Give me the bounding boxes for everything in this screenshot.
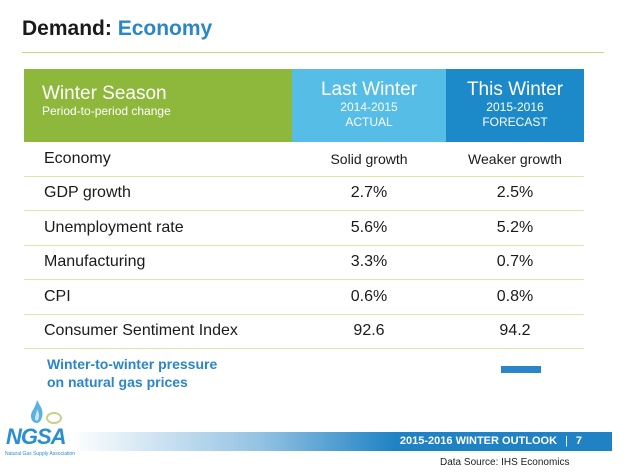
row-label: CPI <box>44 287 71 305</box>
title-divider <box>22 52 604 53</box>
row-this-value: 5.2% <box>496 218 534 236</box>
ngsa-logo: NGSA <box>6 424 67 449</box>
header-col1-subtitle: Period-to-period change <box>42 104 171 118</box>
row-label: Consumer Sentiment Index <box>44 322 238 340</box>
footer-text: 2015-2016 WINTER OUTLOOK | 7 <box>400 435 582 447</box>
header-this-winter: This Winter 2015-2016 FORECAST <box>446 69 584 142</box>
row-label: Economy <box>44 149 111 167</box>
row-this-value: Weaker growth <box>468 150 562 167</box>
table-row: Unemployment rate 5.6% 5.2% <box>24 211 584 246</box>
header-col3-title: This Winter <box>466 79 564 100</box>
flame-icon <box>30 400 44 424</box>
table-row: Consumer Sentiment Index 92.6 94.2 <box>24 315 584 349</box>
page-title: Demand: Economy <box>22 17 212 41</box>
row-label: GDP growth <box>44 184 131 202</box>
table-row: GDP growth 2.7% 2.5% <box>24 177 584 211</box>
row-last-value: Solid growth <box>330 150 408 167</box>
table-header: Winter Season Period-to-period change La… <box>24 69 584 142</box>
row-this-value: 0.8% <box>496 287 534 305</box>
header-col3-years: 2015-2016 <box>486 100 544 114</box>
pressure-line2: on natural gas prices <box>47 374 188 390</box>
row-last-value: 92.6 <box>353 322 385 340</box>
logo-subtitle: Natural Gas Supply Association <box>5 451 76 457</box>
header-col2-title: Last Winter <box>320 79 418 100</box>
row-label: Unemployment rate <box>44 218 184 236</box>
footer-separator: | <box>565 435 568 447</box>
header-last-winter: Last Winter 2014-2015 ACTUAL <box>292 69 446 142</box>
row-last-value: 3.3% <box>350 253 388 271</box>
header-col3-type: FORECAST <box>482 115 548 129</box>
row-last-value: 5.6% <box>350 218 388 236</box>
row-last-value: 0.6% <box>350 287 388 305</box>
table-row: Manufacturing 3.3% 0.7% <box>24 246 584 280</box>
economy-table: Winter Season Period-to-period change La… <box>24 69 584 349</box>
row-label: Manufacturing <box>44 253 146 271</box>
table-row: CPI 0.6% 0.8% <box>24 280 584 315</box>
row-this-value: 0.7% <box>496 253 534 271</box>
header-col1-title: Winter Season <box>42 83 167 104</box>
title-accent: Economy <box>117 17 213 40</box>
pressure-line1: Winter-to-winter pressure <box>47 356 218 372</box>
title-prefix: Demand: <box>22 17 112 40</box>
logo-ring <box>46 412 62 424</box>
header-col2-years: 2014-2015 <box>340 100 398 114</box>
footer-band: 2015-2016 WINTER OUTLOOK | 7 <box>70 432 612 451</box>
table-row: Economy Solid growth Weaker growth <box>24 142 584 177</box>
data-source: Data Source: IHS Economics <box>440 457 570 468</box>
price-pressure-label: Winter-to-winter pressure on natural gas… <box>47 355 307 391</box>
header-col2-type: ACTUAL <box>345 115 393 129</box>
row-this-value: 2.5% <box>496 184 534 202</box>
dash-neutral-icon <box>501 366 541 373</box>
header-winter-season: Winter Season Period-to-period change <box>24 69 292 142</box>
row-this-value: 94.2 <box>499 322 531 340</box>
footer-outlook: 2015-2016 WINTER OUTLOOK <box>399 435 558 447</box>
row-last-value: 2.7% <box>350 184 388 202</box>
page-number: 7 <box>575 435 582 447</box>
